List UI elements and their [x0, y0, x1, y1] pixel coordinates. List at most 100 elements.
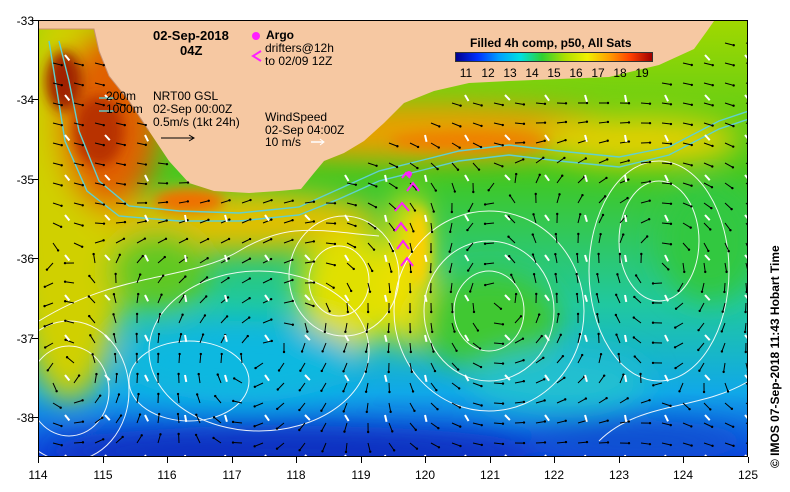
current-arrow: [73, 375, 80, 384]
wind-arrow: [584, 334, 588, 342]
current-arrow: [157, 434, 161, 444]
current-arrow: [65, 300, 75, 304]
current-arrow: [199, 219, 209, 224]
current-arrow: [661, 262, 669, 270]
current-arrow: [65, 339, 75, 344]
current-arrow: [661, 242, 671, 245]
current-arrow: [325, 242, 336, 245]
wind-arrow: [64, 454, 68, 456]
current-arrow: [532, 234, 537, 244]
gsl-title: NRT00 GSL: [153, 89, 219, 103]
current-arrow: [556, 157, 565, 164]
current-arrow: [346, 222, 356, 227]
current-arrow: [220, 258, 230, 264]
current-arrow: [598, 234, 602, 244]
y-tick-label: -38: [16, 411, 34, 425]
current-arrow: [65, 281, 75, 284]
current-arrow: [682, 262, 685, 272]
current-arrow: [576, 253, 579, 264]
wind-arrow: [64, 54, 71, 62]
current-arrow: [283, 259, 293, 264]
wind-arrow: [64, 334, 71, 342]
current-arrow: [616, 334, 621, 344]
current-arrow: [598, 375, 605, 384]
wind-arrow: [464, 294, 470, 302]
current-arrow: [430, 182, 437, 191]
wind-arrow: [384, 414, 388, 423]
current-arrow: [430, 142, 440, 148]
current-arrow: [535, 140, 545, 144]
wind-arrow: [744, 374, 747, 380]
wind-arrow: [224, 334, 228, 343]
wind-arrow: [384, 374, 388, 383]
current-arrow: [366, 402, 369, 412]
current-arrow: [488, 182, 495, 191]
current-arrow: [472, 422, 482, 426]
wind-arrow: [184, 294, 188, 303]
current-arrow: [472, 342, 481, 349]
current-arrow: [342, 382, 348, 392]
current-arrow: [178, 295, 185, 304]
current-arrow: [241, 218, 251, 224]
current-arrow: [633, 337, 642, 344]
current-arrow: [640, 102, 651, 105]
current-arrow: [178, 353, 181, 364]
wind-arrow: [624, 414, 628, 423]
current-arrow: [535, 378, 545, 384]
wind-arrow: [344, 374, 350, 382]
current-arrow: [682, 222, 691, 229]
current-arrow: [430, 202, 435, 212]
current-arrow: [94, 62, 104, 66]
current-arrow: [556, 334, 562, 344]
time-title: 04Z: [180, 43, 203, 58]
current-arrow: [115, 182, 125, 185]
current-arrow: [44, 282, 54, 288]
gsl-contours: [39, 160, 747, 456]
wind-arrow: [624, 94, 628, 103]
wind-arrow: [264, 454, 267, 456]
current-arrow: [724, 382, 729, 392]
current-arrow: [198, 374, 201, 384]
wind-arrow: [224, 374, 228, 383]
current-arrow: [493, 382, 504, 385]
current-arrow: [320, 402, 327, 411]
current-arrow: [115, 436, 123, 444]
current-arrow: [136, 162, 146, 166]
current-arrow: [199, 257, 208, 264]
current-arrow: [430, 162, 438, 170]
current-arrow: [467, 222, 474, 231]
current-arrow: [388, 262, 392, 272]
wind-arrow: [144, 374, 149, 382]
current-arrow: [493, 322, 503, 325]
current-arrow: [89, 335, 96, 344]
wind-vectors: [64, 54, 747, 456]
current-arrow: [430, 442, 440, 448]
current-arrow: [661, 102, 671, 105]
wind-arrow: [344, 294, 350, 302]
current-arrow: [52, 422, 62, 427]
wind-arrow: [144, 174, 149, 182]
current-arrow: [113, 334, 117, 344]
current-arrow: [472, 362, 482, 368]
current-arrow: [682, 62, 692, 66]
current-arrow: [46, 262, 54, 270]
current-arrow: [136, 142, 146, 146]
current-arrow: [485, 282, 495, 286]
current-arrow: [472, 302, 475, 313]
current-arrow: [430, 222, 433, 232]
wind-arrow: [584, 174, 588, 182]
current-arrow: [675, 322, 684, 329]
current-arrow: [387, 342, 390, 353]
current-arrow: [94, 82, 104, 86]
wind-arrow: [344, 254, 350, 262]
current-arrow: [577, 214, 581, 224]
wind-arrow: [144, 294, 149, 302]
current-arrow: [388, 402, 392, 412]
y-tick-label: -33: [16, 14, 34, 28]
wind-arrow: [184, 374, 188, 383]
current-arrow: [430, 422, 439, 429]
x-tick-label: 118: [286, 468, 306, 482]
current-arrow: [73, 82, 83, 86]
current-arrow: [157, 333, 160, 344]
current-arrow: [409, 222, 414, 232]
